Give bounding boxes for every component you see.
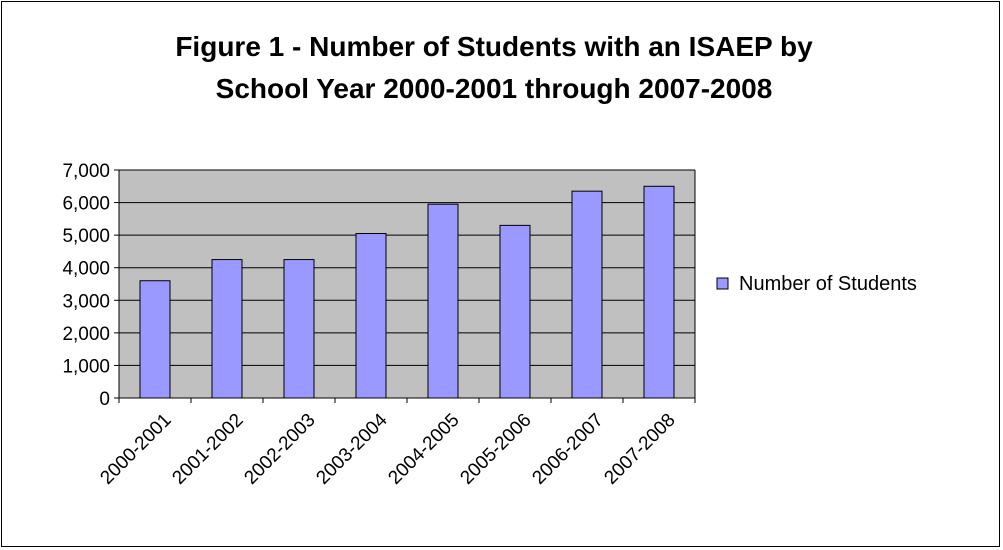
- x-tick-label: 2003-2004: [312, 409, 391, 488]
- y-tick-label: 6,000: [62, 194, 110, 215]
- y-tick-label: 4,000: [62, 259, 110, 280]
- legend-label: Number of Students: [739, 273, 917, 295]
- legend-swatch: [716, 277, 729, 290]
- chart-title: Figure 1 - Number of Students with an IS…: [175, 31, 813, 104]
- x-tick-label: 2002-2003: [240, 410, 319, 489]
- x-tick-label: 2006-2007: [528, 410, 607, 489]
- y-tick-labels: 0 1,000 2,000 3,000 4,000 5,000 6,000 7,000: [62, 161, 110, 410]
- x-tick-labels: 2000-20012001-20022002-20032003-20042004…: [96, 409, 679, 488]
- bar-2001-2002: [211, 259, 243, 399]
- x-tick-label: 2004-2005: [384, 410, 463, 489]
- y-tick-label: 5,000: [62, 226, 110, 247]
- y-tick-label: 3,000: [62, 291, 110, 312]
- x-tick-label: 2000-2001: [96, 410, 175, 489]
- y-tick-label: 7,000: [62, 161, 110, 182]
- y-tick-label: 0: [99, 389, 110, 410]
- bar-2007-2008: [643, 185, 675, 399]
- chart-title-line-2: School Year 2000-2001 through 2007-2008: [216, 73, 773, 104]
- chart-title-line-1: Figure 1 - Number of Students with an IS…: [175, 31, 813, 62]
- x-tick-label: 2001-2002: [168, 410, 247, 489]
- plot-area: [119, 170, 695, 398]
- y-tick-label: 2,000: [62, 324, 110, 345]
- bar-2005-2006: [499, 224, 531, 399]
- bar-2003-2004: [355, 233, 387, 399]
- bar-2004-2005: [427, 203, 459, 399]
- x-tick-label: 2005-2006: [456, 410, 535, 489]
- legend: Number of Students: [716, 273, 917, 295]
- bar-2006-2007: [571, 190, 603, 399]
- bar-2002-2003: [283, 259, 315, 399]
- x-tick-label: 2007-2008: [600, 410, 679, 489]
- axes: [114, 169, 696, 403]
- bar-2000-2001: [139, 280, 171, 399]
- y-tick-label: 1,000: [62, 356, 110, 377]
- bars: [139, 185, 675, 399]
